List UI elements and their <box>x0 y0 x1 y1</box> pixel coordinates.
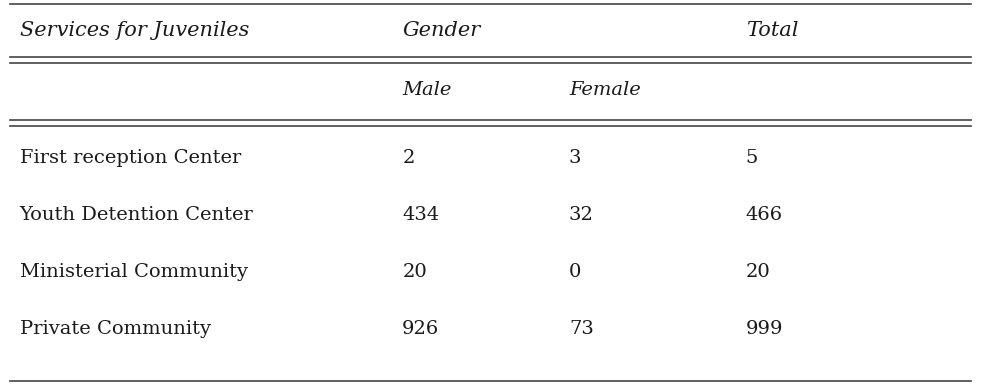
Text: 999: 999 <box>746 320 783 338</box>
Text: 0: 0 <box>569 263 582 281</box>
Text: 3: 3 <box>569 149 582 167</box>
Text: Youth Detention Center: Youth Detention Center <box>20 206 253 224</box>
Text: Ministerial Community: Ministerial Community <box>20 263 247 281</box>
Text: 2: 2 <box>402 149 415 167</box>
Text: 73: 73 <box>569 320 594 338</box>
Text: Total: Total <box>746 20 798 40</box>
Text: Male: Male <box>402 81 451 99</box>
Text: Private Community: Private Community <box>20 320 211 338</box>
Text: Gender: Gender <box>402 20 481 40</box>
Text: 5: 5 <box>746 149 758 167</box>
Text: First reception Center: First reception Center <box>20 149 241 167</box>
Text: Female: Female <box>569 81 641 99</box>
Text: 32: 32 <box>569 206 594 224</box>
Text: 434: 434 <box>402 206 439 224</box>
Text: 926: 926 <box>402 320 439 338</box>
Text: 466: 466 <box>746 206 783 224</box>
Text: 20: 20 <box>402 263 427 281</box>
Text: Services for Juveniles: Services for Juveniles <box>20 20 249 40</box>
Text: 20: 20 <box>746 263 770 281</box>
